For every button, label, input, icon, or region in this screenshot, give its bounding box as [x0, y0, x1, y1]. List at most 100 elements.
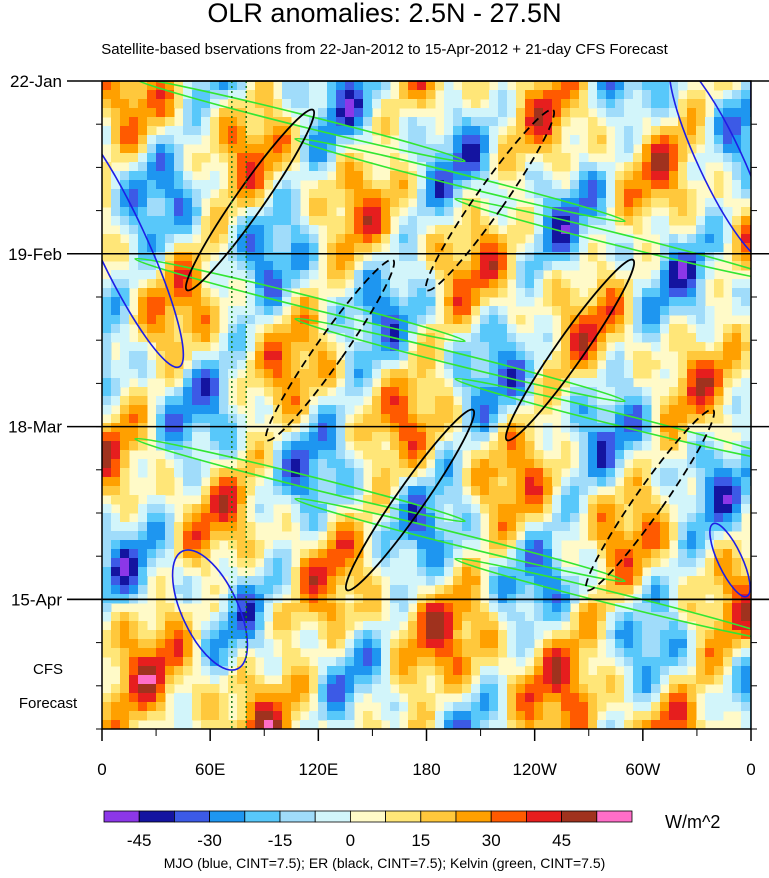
heatmap-cell: [534, 180, 544, 190]
x-tick-label: 0: [746, 760, 755, 779]
heatmap-cell: [687, 513, 697, 523]
heatmap-cell: [255, 261, 265, 271]
heatmap-cell: [453, 711, 463, 721]
heatmap-cell: [534, 711, 544, 721]
heatmap-cell: [471, 531, 481, 541]
heatmap-cell: [120, 252, 130, 262]
heatmap-cell: [741, 99, 751, 109]
heatmap-cell: [147, 216, 157, 226]
heatmap-cell: [507, 621, 517, 631]
heatmap-cell: [471, 333, 481, 343]
heatmap-cell: [255, 297, 265, 307]
heatmap-cell: [435, 630, 445, 640]
heatmap-cell: [129, 162, 139, 172]
heatmap-cell: [390, 342, 400, 352]
heatmap-cell: [606, 648, 616, 658]
heatmap-cell: [642, 423, 652, 433]
heatmap-cell: [156, 531, 166, 541]
heatmap-cell: [291, 189, 301, 199]
heatmap-cell: [642, 639, 652, 649]
heatmap-cell: [534, 135, 544, 145]
heatmap-cell: [174, 126, 184, 136]
heatmap-cell: [228, 621, 238, 631]
heatmap-cell: [633, 135, 643, 145]
heatmap-cell: [237, 135, 247, 145]
heatmap-cell: [111, 198, 121, 208]
heatmap-cell: [741, 405, 751, 415]
heatmap-cell: [237, 81, 247, 91]
heatmap-cell: [633, 441, 643, 451]
heatmap-cell: [435, 486, 445, 496]
heatmap-cell: [129, 243, 139, 253]
heatmap-cell: [741, 90, 751, 100]
heatmap-cell: [723, 162, 733, 172]
heatmap-cell: [210, 675, 220, 685]
heatmap-cell: [525, 432, 535, 442]
heatmap-cell: [363, 450, 373, 460]
heatmap-cell: [399, 522, 409, 532]
heatmap-cell: [543, 333, 553, 343]
heatmap-cell: [516, 567, 526, 577]
heatmap-cell: [579, 450, 589, 460]
heatmap-cell: [102, 234, 112, 244]
heatmap-cell: [633, 720, 643, 729]
heatmap-cell: [543, 711, 553, 721]
heatmap-cell: [732, 135, 742, 145]
heatmap-cell: [588, 432, 598, 442]
heatmap-cell: [489, 414, 499, 424]
heatmap-cell: [525, 243, 535, 253]
heatmap-cell: [354, 639, 364, 649]
heatmap-cell: [606, 495, 616, 505]
heatmap-cell: [120, 135, 130, 145]
heatmap-cell: [372, 522, 382, 532]
heatmap-cell: [201, 306, 211, 316]
heatmap-cell: [579, 459, 589, 469]
heatmap-cell: [147, 279, 157, 289]
heatmap-cell: [111, 378, 121, 388]
heatmap-cell: [138, 432, 148, 442]
heatmap-cell: [525, 414, 535, 424]
heatmap-cell: [561, 477, 571, 487]
colorbar: -45 -30 -15 0 15 30 45: [103, 810, 633, 850]
heatmap-cell: [543, 486, 553, 496]
heatmap-cell: [714, 225, 724, 235]
heatmap-cell: [561, 261, 571, 271]
heatmap-cell: [714, 99, 724, 109]
heatmap-cell: [201, 360, 211, 370]
heatmap-cell: [318, 189, 328, 199]
heatmap-cell: [741, 459, 751, 469]
heatmap-cell: [147, 513, 157, 523]
heatmap-cell: [732, 405, 742, 415]
heatmap-cell: [498, 558, 508, 568]
heatmap-cell: [165, 234, 175, 244]
heatmap-cell: [552, 702, 562, 712]
heatmap-cell: [318, 459, 328, 469]
heatmap-cell: [309, 558, 319, 568]
heatmap-cell: [174, 234, 184, 244]
heatmap-cell: [489, 648, 499, 658]
heatmap-cell: [336, 450, 346, 460]
heatmap-cell: [273, 243, 283, 253]
heatmap-cell: [129, 441, 139, 451]
heatmap-cell: [309, 81, 319, 91]
heatmap-cell: [525, 108, 535, 118]
heatmap-cell: [228, 270, 238, 280]
heatmap-cell: [273, 495, 283, 505]
heatmap-cell: [381, 639, 391, 649]
heatmap-cell: [210, 684, 220, 694]
heatmap-cell: [381, 387, 391, 397]
heatmap-cell: [408, 720, 418, 729]
heatmap-cell: [687, 297, 697, 307]
heatmap-cell: [219, 630, 229, 640]
heatmap-cell: [138, 99, 148, 109]
heatmap-cell: [138, 126, 148, 136]
heatmap-cell: [228, 675, 238, 685]
heatmap-cell: [192, 378, 202, 388]
heatmap-cell: [534, 234, 544, 244]
heatmap-cell: [606, 81, 616, 91]
heatmap-cell: [327, 279, 337, 289]
heatmap-cell: [678, 81, 688, 91]
heatmap-cell: [714, 495, 724, 505]
heatmap-cell: [273, 198, 283, 208]
heatmap-cell: [435, 612, 445, 622]
